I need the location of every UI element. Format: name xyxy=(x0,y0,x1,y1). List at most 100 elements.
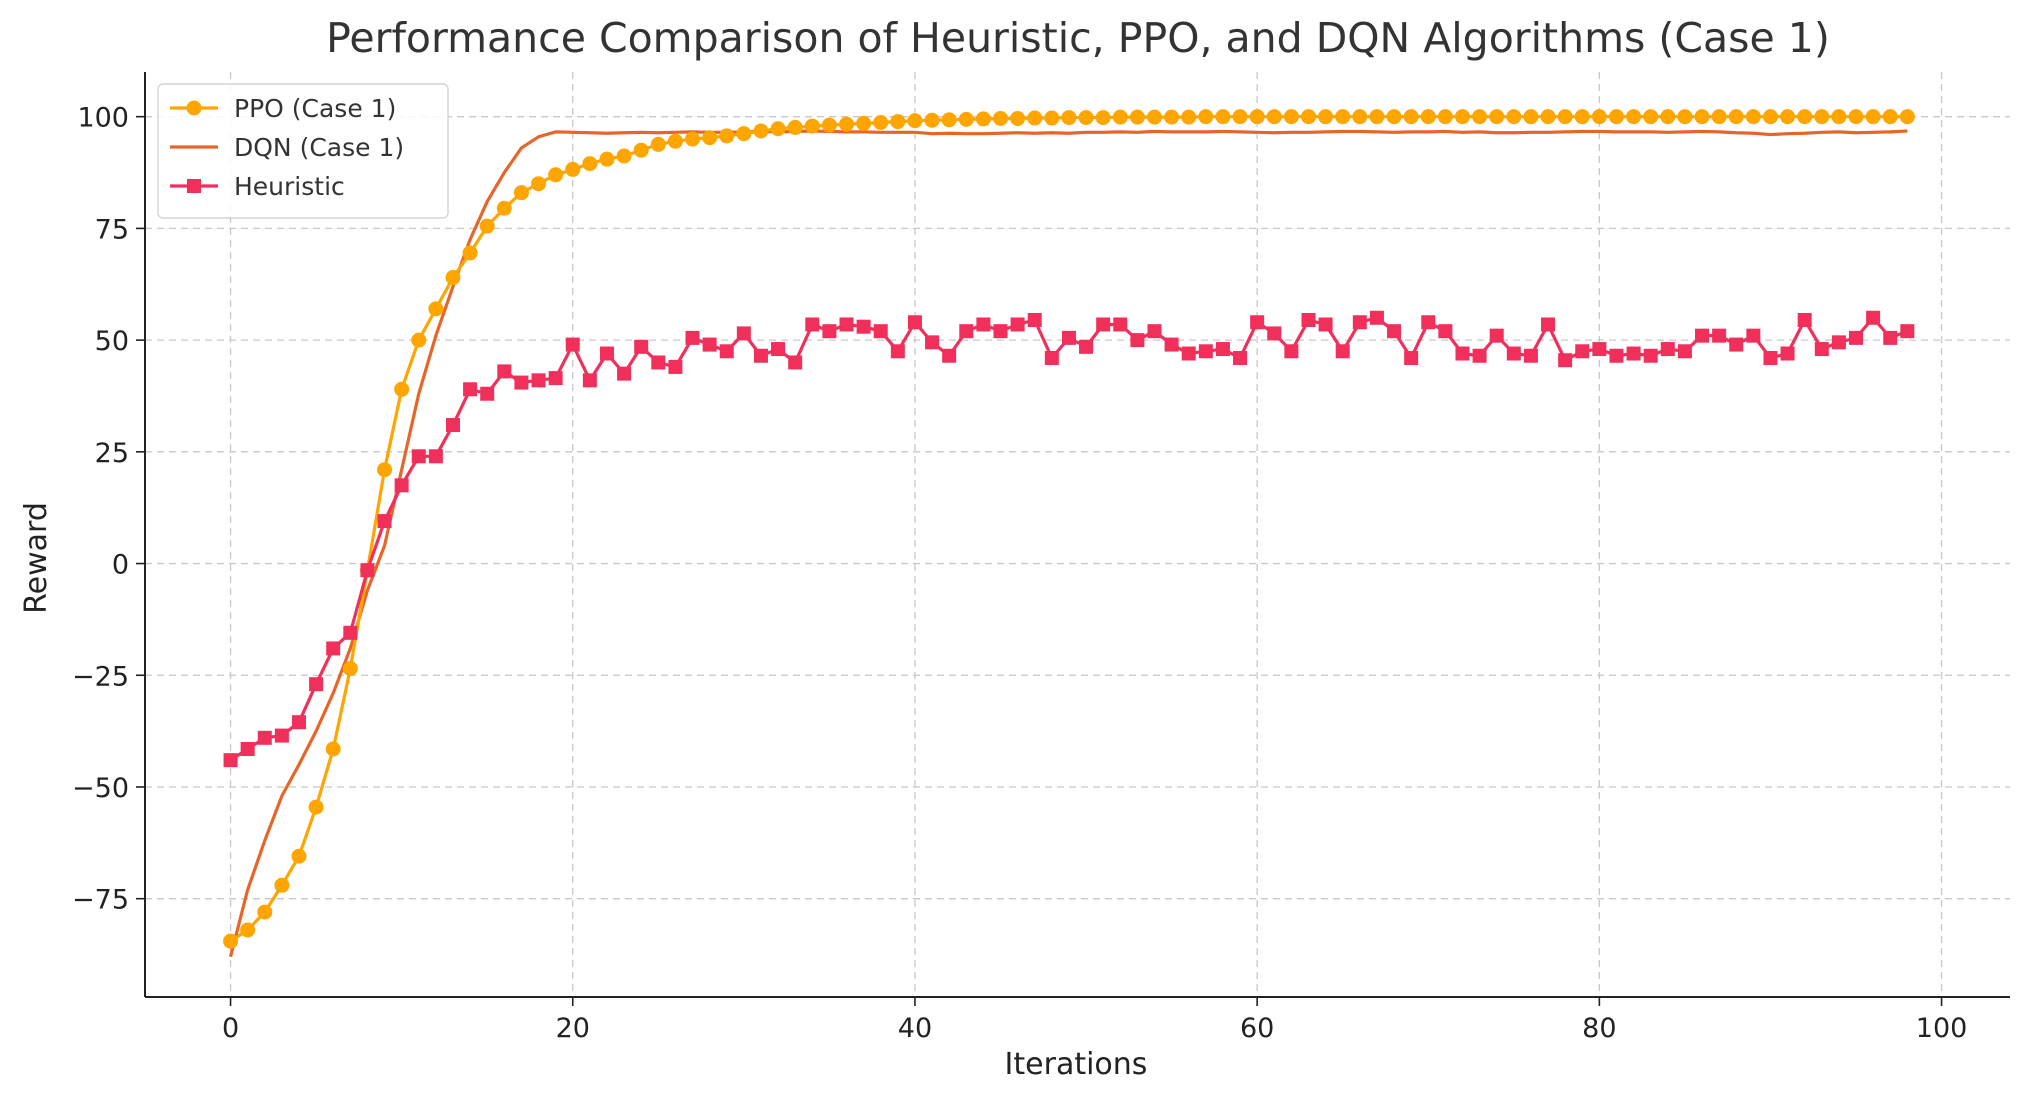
data-point xyxy=(1369,109,1385,125)
data-point xyxy=(702,337,717,352)
data-point xyxy=(753,123,769,139)
data-point xyxy=(1164,109,1180,125)
x-tick-label: 80 xyxy=(1582,1013,1616,1044)
data-point xyxy=(975,111,991,127)
data-point xyxy=(1899,109,1915,125)
data-point xyxy=(1181,346,1196,361)
data-point xyxy=(1643,348,1658,363)
data-point xyxy=(1780,346,1795,361)
x-tick-label: 100 xyxy=(1916,1013,1968,1044)
data-point xyxy=(805,317,820,332)
data-point xyxy=(771,342,786,357)
data-point xyxy=(890,344,905,359)
data-point xyxy=(1746,328,1761,343)
data-point xyxy=(890,114,906,130)
data-point xyxy=(668,359,683,374)
data-point xyxy=(445,270,461,286)
y-tick-label: −50 xyxy=(72,773,129,804)
y-axis-label: Reward xyxy=(19,502,54,614)
data-point xyxy=(993,110,1009,126)
data-point xyxy=(1095,110,1111,126)
data-point xyxy=(1233,350,1248,365)
data-point xyxy=(428,301,444,317)
data-point xyxy=(822,324,837,339)
data-point xyxy=(1489,328,1504,343)
data-point xyxy=(1883,330,1898,345)
axes: 0 20 40 60 80 100 −75 −50 −25 0 25 50 75 100 xyxy=(72,72,2010,1044)
data-point xyxy=(941,112,957,128)
y-tick-label: 25 xyxy=(95,438,129,469)
data-point xyxy=(1215,342,1230,357)
data-point xyxy=(1404,350,1419,365)
data-point xyxy=(1729,337,1744,352)
series-layer xyxy=(223,109,1915,958)
data-point xyxy=(753,348,768,363)
data-point xyxy=(1866,310,1881,325)
data-point xyxy=(1112,109,1128,125)
y-tick-label: −75 xyxy=(72,885,129,916)
data-point xyxy=(925,335,940,350)
data-point xyxy=(1472,109,1488,125)
data-point xyxy=(702,130,718,146)
data-point xyxy=(599,151,615,167)
legend-item: Heuristic xyxy=(170,172,345,201)
x-tick-label: 20 xyxy=(556,1013,590,1044)
data-point xyxy=(1763,350,1778,365)
data-point xyxy=(274,728,289,743)
data-point xyxy=(839,317,854,332)
data-point xyxy=(907,315,922,330)
data-point xyxy=(1027,313,1042,328)
data-point xyxy=(667,133,683,149)
data-point xyxy=(1249,109,1265,125)
data-point xyxy=(634,339,649,354)
data-point xyxy=(1608,109,1624,125)
data-point xyxy=(582,373,597,388)
data-point xyxy=(531,176,547,192)
data-point xyxy=(1506,346,1521,361)
data-point xyxy=(1113,317,1128,332)
data-point xyxy=(1797,313,1812,328)
data-point xyxy=(685,330,700,345)
data-point xyxy=(1592,342,1607,357)
data-point xyxy=(291,715,306,730)
data-point xyxy=(1849,330,1864,345)
data-point xyxy=(856,115,872,131)
data-point xyxy=(1420,109,1436,125)
data-point xyxy=(1712,328,1727,343)
data-point xyxy=(1078,110,1094,126)
data-point xyxy=(1079,339,1094,354)
data-point xyxy=(1300,109,1316,125)
data-point xyxy=(1335,344,1350,359)
data-point xyxy=(309,677,324,692)
data-point xyxy=(1146,109,1162,125)
data-point xyxy=(1027,110,1043,126)
data-point xyxy=(326,641,341,656)
data-point xyxy=(650,136,666,152)
series-dqn-case-1 xyxy=(228,129,1908,958)
data-point xyxy=(1198,344,1213,359)
x-tick-label: 40 xyxy=(898,1013,932,1044)
data-point xyxy=(1352,109,1368,125)
data-point xyxy=(531,373,546,388)
data-point xyxy=(1403,109,1419,125)
data-point xyxy=(736,326,751,341)
data-point xyxy=(274,877,290,893)
data-point xyxy=(548,371,563,386)
data-point xyxy=(719,128,735,144)
data-point xyxy=(617,366,632,381)
data-point xyxy=(240,922,256,938)
data-point xyxy=(394,381,410,397)
legend: PPO (Case 1) DQN (Case 1) Heuristic xyxy=(157,83,449,219)
data-point xyxy=(1438,324,1453,339)
data-point xyxy=(959,324,974,339)
data-point xyxy=(1284,344,1299,359)
data-point xyxy=(1626,346,1641,361)
y-tick-label: 50 xyxy=(95,326,129,357)
data-point xyxy=(1506,109,1522,125)
data-point xyxy=(942,348,957,363)
data-point xyxy=(1626,109,1642,125)
chart-title: Performance Comparison of Heuristic, PPO… xyxy=(326,14,1830,62)
data-point xyxy=(1455,346,1470,361)
legend-item: DQN (Case 1) xyxy=(170,133,404,162)
data-point xyxy=(958,111,974,127)
